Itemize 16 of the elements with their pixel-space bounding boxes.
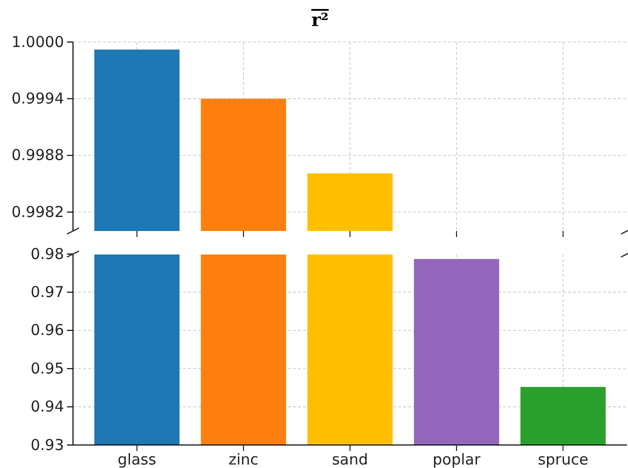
y-tick-label: 0.9988 [12, 146, 64, 164]
y-tick-label: 0.95 [30, 359, 64, 378]
x-tick-label: spruce [538, 450, 588, 468]
x-tick-label: glass [118, 450, 156, 468]
y-tick-label: 0.9994 [12, 90, 64, 108]
y-tick-label: 0.98 [30, 244, 64, 263]
y-tick-label: 0.96 [30, 321, 64, 340]
x-tick-label: sand [332, 450, 368, 468]
y-tick-label: 0.9982 [12, 202, 64, 221]
y-tick-label: 1.0000 [12, 32, 64, 51]
y-tick-label: 0.94 [30, 398, 64, 416]
y-tick-label: 0.93 [30, 436, 64, 454]
x-tick-label: poplar [432, 450, 482, 468]
chart-title: r² [311, 10, 329, 31]
x-tick-label: zinc [228, 450, 258, 468]
y-tick-label: 0.97 [30, 283, 64, 301]
